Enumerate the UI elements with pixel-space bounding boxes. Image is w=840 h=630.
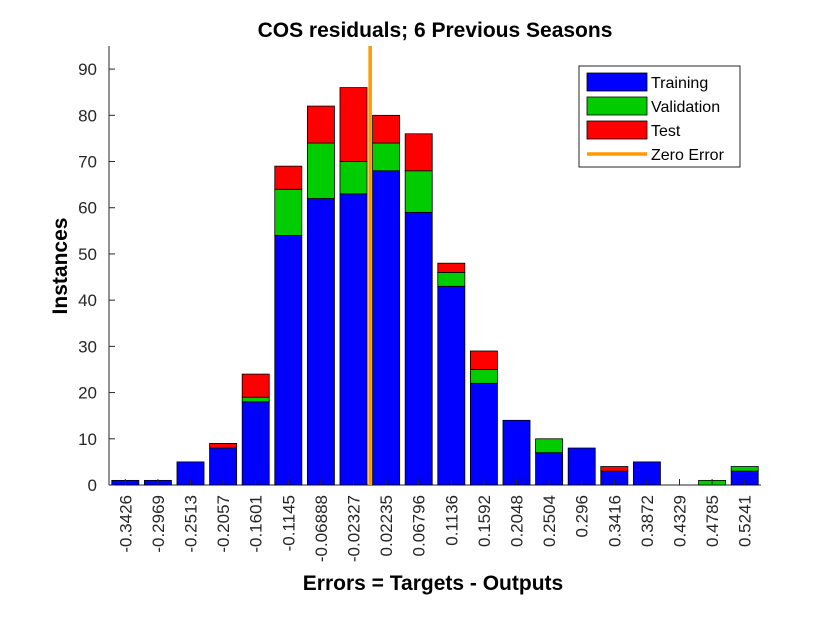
bar-training-9 xyxy=(404,211,433,486)
bar-training-5 xyxy=(274,235,303,486)
y-axis-label: Instances xyxy=(49,218,72,315)
x-tick-label: 0.3872 xyxy=(638,495,657,547)
bar-test-15 xyxy=(600,466,629,472)
bar-training-10 xyxy=(437,285,466,486)
bar-validation-4 xyxy=(241,396,270,403)
legend-label-test: Test xyxy=(651,123,681,140)
bar-test-11 xyxy=(469,350,498,370)
legend-swatch-validation xyxy=(586,96,648,116)
x-tick-label: -0.1145 xyxy=(279,495,298,551)
bar-training-8 xyxy=(372,170,401,486)
y-tick-label: 30 xyxy=(78,337,97,356)
x-tick-label: 0.296 xyxy=(573,495,592,538)
bar-training-11 xyxy=(469,382,498,486)
bar-training-6 xyxy=(306,198,335,486)
legend-box xyxy=(578,65,741,168)
x-tick-label: 0.5241 xyxy=(736,495,755,547)
bar-validation-13 xyxy=(535,438,564,454)
bar-validation-8 xyxy=(372,142,401,172)
x-tick-label: 0.02235 xyxy=(377,495,396,556)
bar-training-4 xyxy=(241,401,270,486)
bar-validation-6 xyxy=(306,142,335,199)
y-tick-label: 60 xyxy=(78,199,97,218)
legend: Training Validation Test Zero Error xyxy=(578,65,741,168)
x-tick-label: -0.06888 xyxy=(312,495,331,562)
y-tick-label: 40 xyxy=(78,291,97,310)
bar-validation-19 xyxy=(730,466,759,472)
bar-training-12 xyxy=(502,419,531,486)
bar-training-14 xyxy=(567,447,596,486)
x-tick-label: -0.2513 xyxy=(182,495,201,553)
x-tick-label: 0.2504 xyxy=(540,495,559,547)
x-tick-label: 0.4785 xyxy=(703,495,722,547)
legend-swatch-training xyxy=(586,72,648,92)
plot-area xyxy=(108,46,761,486)
x-tick-label: -0.2969 xyxy=(149,495,168,553)
y-tick-label: 80 xyxy=(78,106,97,125)
x-tick-label: 0.4329 xyxy=(671,495,690,547)
x-axis-ticks: -0.3426 -0.2969 -0.2513 -0.2057 -0.1601 -0.11… xyxy=(116,479,755,562)
bar-test-4 xyxy=(241,373,270,398)
legend-label-training: Training xyxy=(651,75,708,92)
bar-validation-11 xyxy=(469,369,498,384)
bar-test-10 xyxy=(437,262,466,273)
chart-title: COS residuals; 6 Previous Seasons xyxy=(258,19,613,42)
y-tick-label: 20 xyxy=(78,384,97,403)
x-tick-label: -0.02327 xyxy=(345,495,364,562)
legend-swatch-test xyxy=(586,120,648,140)
bar-test-7 xyxy=(339,87,368,162)
x-tick-label: -0.2057 xyxy=(214,495,233,553)
x-tick-label: 0.3416 xyxy=(605,495,624,547)
bar-test-6 xyxy=(306,105,335,144)
y-tick-label: 50 xyxy=(78,245,97,264)
legend-label-validation: Validation xyxy=(651,99,720,116)
x-tick-label: -0.3426 xyxy=(116,495,135,553)
x-tick-label: 0.1592 xyxy=(475,495,494,547)
bar-test-8 xyxy=(372,114,401,144)
y-axis-ticks: 0 10 20 30 40 50 60 70 80 90 xyxy=(78,60,115,495)
x-tick-label: 0.2048 xyxy=(508,495,527,547)
x-tick-label: 0.1136 xyxy=(442,495,461,546)
bar-validation-7 xyxy=(339,161,368,195)
bar-validation-10 xyxy=(437,272,466,287)
bar-test-9 xyxy=(404,133,433,172)
y-tick-label: 70 xyxy=(78,153,97,172)
bar-validation-5 xyxy=(274,188,303,236)
bar-training-7 xyxy=(339,193,368,486)
x-tick-label: 0.06796 xyxy=(410,495,429,556)
x-tick-label: -0.1601 xyxy=(247,495,266,553)
y-tick-label: 90 xyxy=(78,60,97,79)
legend-label-zero-error: Zero Error xyxy=(651,147,725,164)
x-axis-label: Errors = Targets - Outputs xyxy=(303,572,563,595)
bar-test-3 xyxy=(209,443,238,449)
bar-validation-9 xyxy=(404,170,433,213)
bar-test-5 xyxy=(274,165,303,190)
y-tick-label: 0 xyxy=(88,476,97,495)
y-tick-label: 10 xyxy=(78,430,97,449)
